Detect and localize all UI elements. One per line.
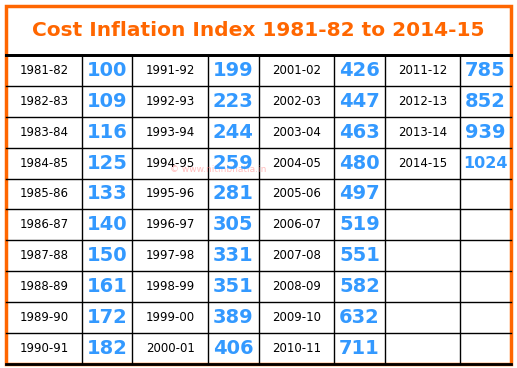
Text: 582: 582	[339, 277, 380, 296]
Text: 2003-04: 2003-04	[272, 126, 321, 139]
Text: 519: 519	[339, 215, 380, 234]
Text: 2005-06: 2005-06	[272, 187, 321, 201]
Text: 281: 281	[213, 184, 254, 204]
Text: 1986-87: 1986-87	[20, 218, 69, 231]
Text: 1984-85: 1984-85	[20, 157, 69, 170]
Text: 1994-95: 1994-95	[146, 157, 195, 170]
Text: © www.nitinbhatia.in: © www.nitinbhatia.in	[170, 165, 266, 174]
Text: 1989-90: 1989-90	[20, 311, 69, 324]
Text: 2014-15: 2014-15	[398, 157, 447, 170]
Text: 2007-08: 2007-08	[272, 249, 321, 262]
Text: 497: 497	[339, 184, 379, 204]
Text: 406: 406	[213, 339, 253, 358]
Text: 1991-92: 1991-92	[145, 64, 195, 77]
Text: 109: 109	[87, 92, 127, 111]
Text: 2001-02: 2001-02	[272, 64, 321, 77]
Text: 1983-84: 1983-84	[20, 126, 69, 139]
Text: 2010-11: 2010-11	[272, 342, 321, 355]
Text: 463: 463	[339, 123, 380, 142]
Text: 1997-98: 1997-98	[146, 249, 195, 262]
Text: 351: 351	[213, 277, 254, 296]
Text: 447: 447	[339, 92, 380, 111]
Text: Cost Inflation Index 1981-82 to 2014-15: Cost Inflation Index 1981-82 to 2014-15	[32, 21, 485, 40]
Text: 2002-03: 2002-03	[272, 95, 321, 108]
Text: 100: 100	[87, 61, 127, 80]
Text: 1992-93: 1992-93	[146, 95, 195, 108]
Text: 331: 331	[213, 246, 253, 265]
Text: 1982-83: 1982-83	[20, 95, 69, 108]
Text: 1981-82: 1981-82	[20, 64, 69, 77]
Text: 551: 551	[339, 246, 380, 265]
Text: 150: 150	[87, 246, 127, 265]
Text: 244: 244	[213, 123, 254, 142]
Text: 852: 852	[465, 92, 506, 111]
Text: 133: 133	[87, 184, 127, 204]
Text: 1996-97: 1996-97	[145, 218, 195, 231]
Text: 1987-88: 1987-88	[20, 249, 69, 262]
Text: 2009-10: 2009-10	[272, 311, 321, 324]
Text: 1993-94: 1993-94	[146, 126, 195, 139]
Text: 199: 199	[213, 61, 253, 80]
Text: 305: 305	[213, 215, 253, 234]
Text: 1988-89: 1988-89	[20, 280, 69, 293]
Text: 2008-09: 2008-09	[272, 280, 321, 293]
Text: 2004-05: 2004-05	[272, 157, 321, 170]
Text: 2013-14: 2013-14	[398, 126, 447, 139]
Text: 223: 223	[213, 92, 254, 111]
Text: 125: 125	[87, 153, 128, 173]
Text: 2012-13: 2012-13	[398, 95, 447, 108]
Text: 182: 182	[87, 339, 128, 358]
Text: 1024: 1024	[463, 156, 508, 171]
Text: 172: 172	[87, 308, 128, 327]
Text: 939: 939	[465, 123, 506, 142]
Text: 161: 161	[87, 277, 128, 296]
Text: 711: 711	[339, 339, 380, 358]
Text: 259: 259	[213, 153, 254, 173]
Text: 1985-86: 1985-86	[20, 187, 69, 201]
Text: 1995-96: 1995-96	[146, 187, 195, 201]
Text: 2006-07: 2006-07	[272, 218, 321, 231]
Text: 2000-01: 2000-01	[146, 342, 194, 355]
Text: 116: 116	[87, 123, 128, 142]
Text: 1998-99: 1998-99	[146, 280, 195, 293]
Text: 1990-91: 1990-91	[20, 342, 69, 355]
Text: 389: 389	[213, 308, 253, 327]
Text: 1999-00: 1999-00	[146, 311, 195, 324]
Text: 426: 426	[339, 61, 380, 80]
Text: 785: 785	[465, 61, 506, 80]
Text: 480: 480	[339, 153, 379, 173]
Text: 632: 632	[339, 308, 380, 327]
Text: 140: 140	[87, 215, 127, 234]
Text: 2011-12: 2011-12	[398, 64, 447, 77]
